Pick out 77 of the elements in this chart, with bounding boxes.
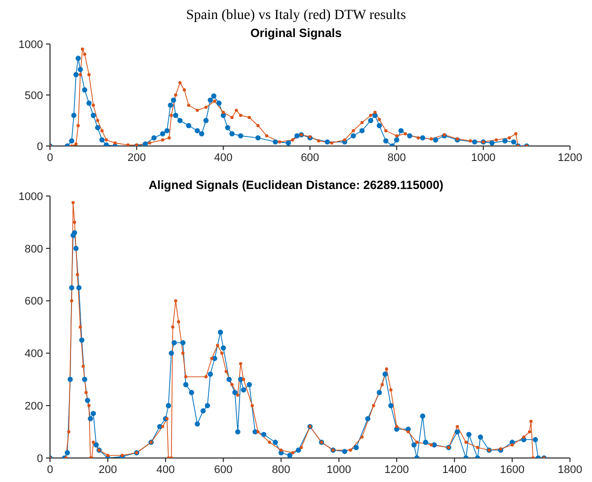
point [83, 52, 86, 56]
point [378, 118, 381, 122]
point [96, 118, 100, 122]
y-tick-label: 1000 [18, 38, 43, 51]
y-tick-label: 0 [36, 140, 43, 153]
point [369, 114, 372, 117]
point [404, 132, 407, 136]
point [468, 139, 472, 142]
x-tick-label: 1000 [471, 152, 496, 164]
point [174, 93, 178, 97]
point [196, 108, 199, 112]
point [178, 81, 182, 84]
point [430, 137, 433, 140]
x-tick-label: 1000 [326, 464, 352, 476]
point [494, 138, 498, 142]
x-tick-label: 200 [127, 152, 146, 164]
point [92, 104, 95, 107]
point [234, 108, 238, 112]
point [248, 116, 251, 120]
point [74, 142, 78, 146]
point [182, 88, 186, 92]
point [222, 110, 225, 114]
chart-title: Aligned Signals (Euclidean Distance: 26289.115000) [148, 178, 444, 192]
y-tick-label: 200 [24, 400, 43, 413]
y-tick-label: 600 [24, 296, 43, 308]
point [170, 114, 173, 117]
point [104, 138, 108, 142]
point [508, 136, 511, 140]
point [416, 136, 420, 140]
text: Spain (blue) vs Italy (red) DTW results [185, 8, 407, 25]
y-tick-label: 1000 [18, 190, 43, 203]
point [161, 138, 164, 142]
point [213, 100, 216, 103]
point [317, 139, 320, 142]
point [187, 104, 190, 107]
x-tick-label: 1200 [558, 152, 582, 164]
point [291, 138, 294, 142]
x-tick-label: 1400 [442, 464, 467, 476]
point [514, 132, 518, 136]
x-tick-label: 200 [98, 464, 117, 476]
point [100, 129, 104, 132]
point [76, 124, 80, 128]
point [373, 110, 377, 114]
point [278, 140, 282, 144]
point [384, 129, 388, 132]
point [239, 114, 242, 117]
point [395, 134, 398, 138]
point [230, 116, 234, 120]
x-tick-label: 600 [214, 464, 233, 476]
point [352, 129, 355, 132]
x-tick-label: 1800 [558, 464, 582, 476]
point [148, 141, 152, 145]
point [80, 48, 84, 51]
point [265, 134, 268, 138]
y-tick-label: 800 [24, 243, 43, 256]
x-tick-label: 1600 [500, 464, 524, 476]
point [360, 120, 364, 124]
x-tick-label: 600 [300, 152, 320, 164]
point [87, 73, 91, 76]
x-tick-label: 400 [214, 152, 233, 164]
x-tick-label: 1200 [384, 464, 409, 476]
point [78, 73, 82, 76]
y-tick-label: 500 [24, 90, 43, 102]
point [256, 124, 260, 128]
x-tick-label: 0 [46, 152, 54, 164]
point [126, 143, 130, 146]
x-tick-label: 0 [46, 464, 54, 476]
y-tick-label: 0 [36, 452, 43, 465]
x-tick-label: 800 [387, 152, 406, 164]
x-tick-label: 800 [272, 464, 290, 476]
point [204, 106, 208, 109]
point [330, 141, 334, 145]
x-tick-label: 400 [156, 464, 175, 476]
point [343, 138, 346, 142]
y-tick-label: 400 [24, 348, 43, 360]
chart-title: Original Signals [249, 26, 343, 40]
point [168, 136, 171, 140]
